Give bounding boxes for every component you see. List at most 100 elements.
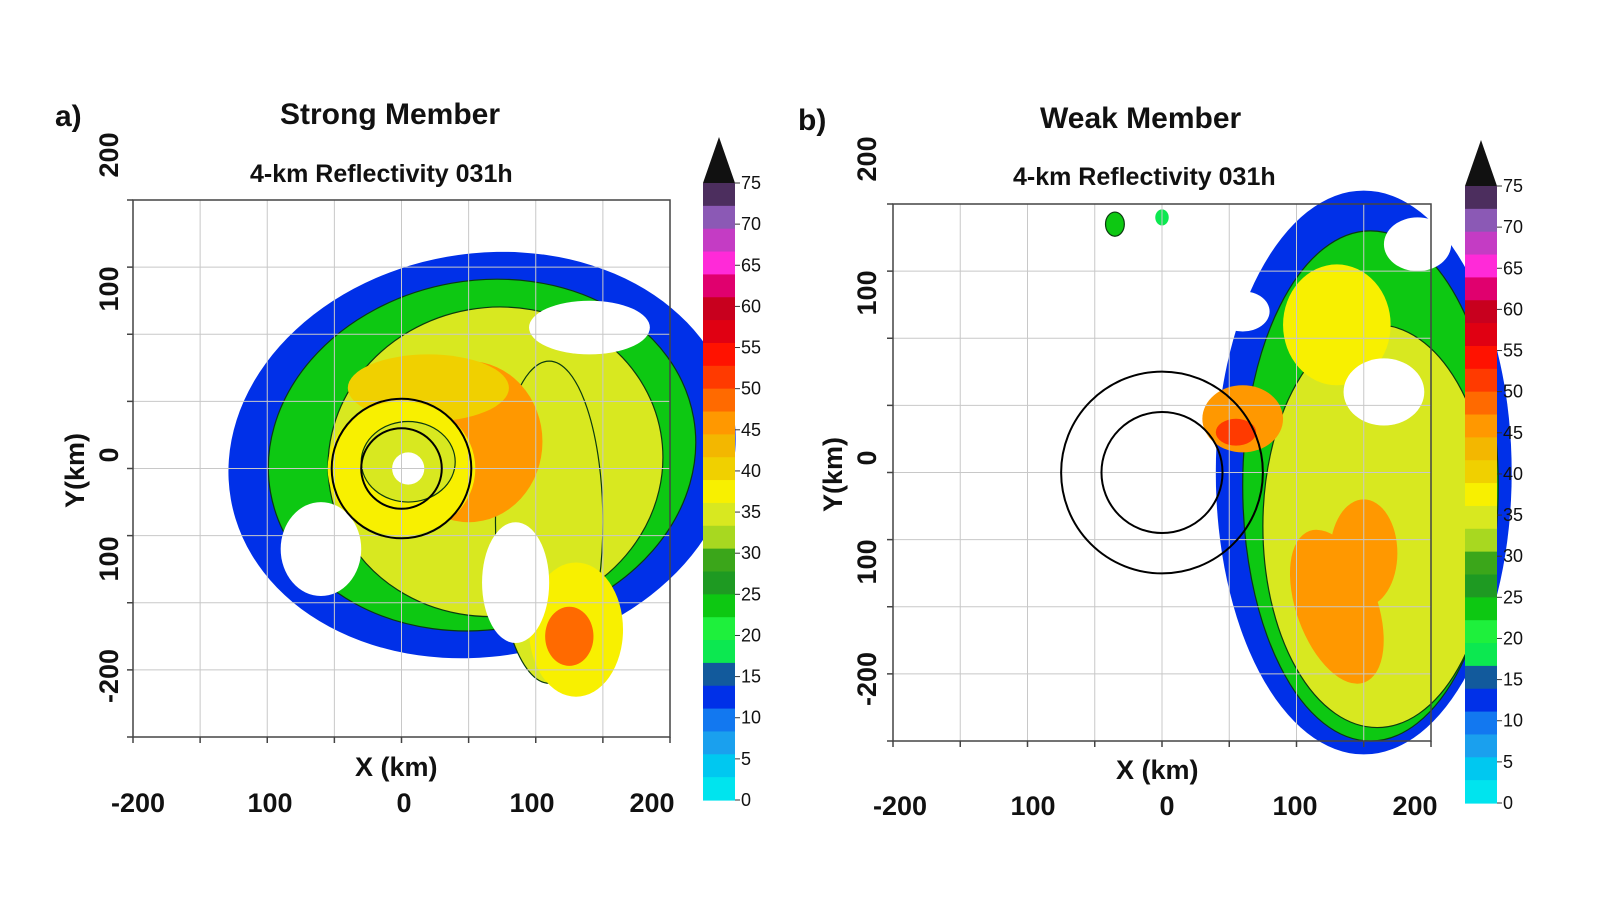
colorbar-tick-label: 60 [1503,299,1523,319]
colorbar-band [703,228,735,253]
colorbar-band [703,274,735,298]
colorbar-overflow-arrow [1465,140,1497,186]
y-tick-label: 0 [852,450,882,466]
colorbar-band [1465,620,1497,644]
colorbar-band [1465,505,1497,530]
x-axis-label: X (km) [1116,755,1199,785]
colorbar-band [1465,574,1497,598]
colorbar-tick-label: 60 [741,296,761,316]
range-ring [1100,410,1224,535]
reflectivity-field [228,251,736,697]
colorbar-band [1465,483,1497,507]
colorbar-band [703,617,735,641]
colorbar-band [1465,277,1497,301]
panel-subtitle: 4-km Reflectivity 031h [250,160,513,188]
colorbar-band [703,662,735,687]
reflectivity-area [1104,211,1125,237]
range-ring [330,397,473,540]
colorbar-band [1465,368,1497,393]
y-tick-label: -200 [852,651,882,706]
colorbar-band [1465,688,1497,713]
x-tick-label: 200 [629,788,675,818]
range-ring [360,427,443,510]
colorbar-band [1465,300,1497,324]
colorbar-tick-label: 40 [1503,464,1523,484]
colorbar-band [1465,528,1497,553]
x-tick-label: 100 [509,788,555,818]
colorbar-band [703,731,735,755]
colorbar-band [1465,437,1497,461]
colorbar-tick-label: 15 [741,667,761,687]
colorbar-tick-label: 5 [1503,752,1513,772]
y-axis-label: Y(km) [60,432,90,508]
colorbar-band [1465,711,1497,736]
colorbar-tick-label: 55 [741,338,761,358]
panel-letter: a) [55,100,82,133]
panel-letter: b) [798,104,827,137]
colorbar-band [1465,780,1497,804]
y-axis-label: Y(km) [818,436,848,512]
colorbar-band [703,320,735,344]
colorbar-band [703,365,735,390]
x-tick-label: 100 [247,788,293,818]
colorbar-tick-label: 75 [741,173,761,193]
x-tick-label: 100 [1010,791,1056,821]
panel-title: Weak Member [1040,102,1242,135]
colorbar-band [703,525,735,550]
colorbar-band [1465,597,1497,621]
colorbar-tick-label: 25 [1503,587,1523,607]
reflectivity-area [1215,291,1270,332]
colorbar-tick-label: 45 [1503,423,1523,443]
y-tick-label: -200 [94,648,124,703]
colorbar-band [1465,551,1497,576]
colorbar-band [703,548,735,573]
colorbar-tick-label: 70 [741,214,761,234]
y-tick-label: 200 [852,136,882,182]
colorbar-tick-label: 10 [1503,711,1523,731]
colorbar-band [1465,231,1497,256]
colorbar-band [703,754,735,778]
y-tick-label: 0 [94,447,124,463]
y-tick-label: 100 [94,536,124,582]
reflectivity-plot [127,199,736,743]
colorbar-tick-label: 70 [1503,217,1523,237]
colorbar-band [703,205,735,230]
colorbar-band [703,297,735,321]
colorbar-band [703,411,735,435]
colorbar-tick-label: 75 [1503,176,1523,196]
colorbar-tick-label: 50 [1503,382,1523,402]
colorbar-band [703,685,735,710]
colorbar-tick-label: 5 [741,749,751,769]
colorbar-tick-label: 10 [741,708,761,728]
colorbar-band [1465,734,1497,758]
colorbar-tick-label: 20 [1503,628,1523,648]
x-tick-label: 0 [1159,791,1175,821]
colorbar-band [703,457,735,481]
colorbar-band [703,183,735,207]
colorbar-overflow-arrow [703,137,735,183]
reflectivity-area [529,300,650,355]
x-tick-label: 200 [1392,791,1438,821]
y-tick-label: 100 [852,270,882,316]
colorbar-band [1465,460,1497,484]
range-ring [1060,370,1264,575]
colorbar-tick-label: 25 [741,584,761,604]
colorbar-band [703,434,735,458]
y-tick-label: 100 [94,266,124,312]
colorbar-band [703,708,735,733]
colorbar-band [703,594,735,618]
colorbar-band [1465,757,1497,781]
panel-title: Strong Member [280,98,501,131]
colorbar-tick-label: 30 [1503,546,1523,566]
x-tick-label: 100 [1272,791,1318,821]
colorbar-band [703,502,735,527]
x-tick-label: -200 [872,791,928,821]
reflectivity-area [1215,418,1257,446]
reflectivity-area [482,522,550,644]
colorbar-band [703,388,735,413]
panel-subtitle: 4-km Reflectivity 031h [1013,163,1276,191]
reflectivity-area [280,502,362,597]
colorbar-tick-label: 0 [741,790,751,810]
